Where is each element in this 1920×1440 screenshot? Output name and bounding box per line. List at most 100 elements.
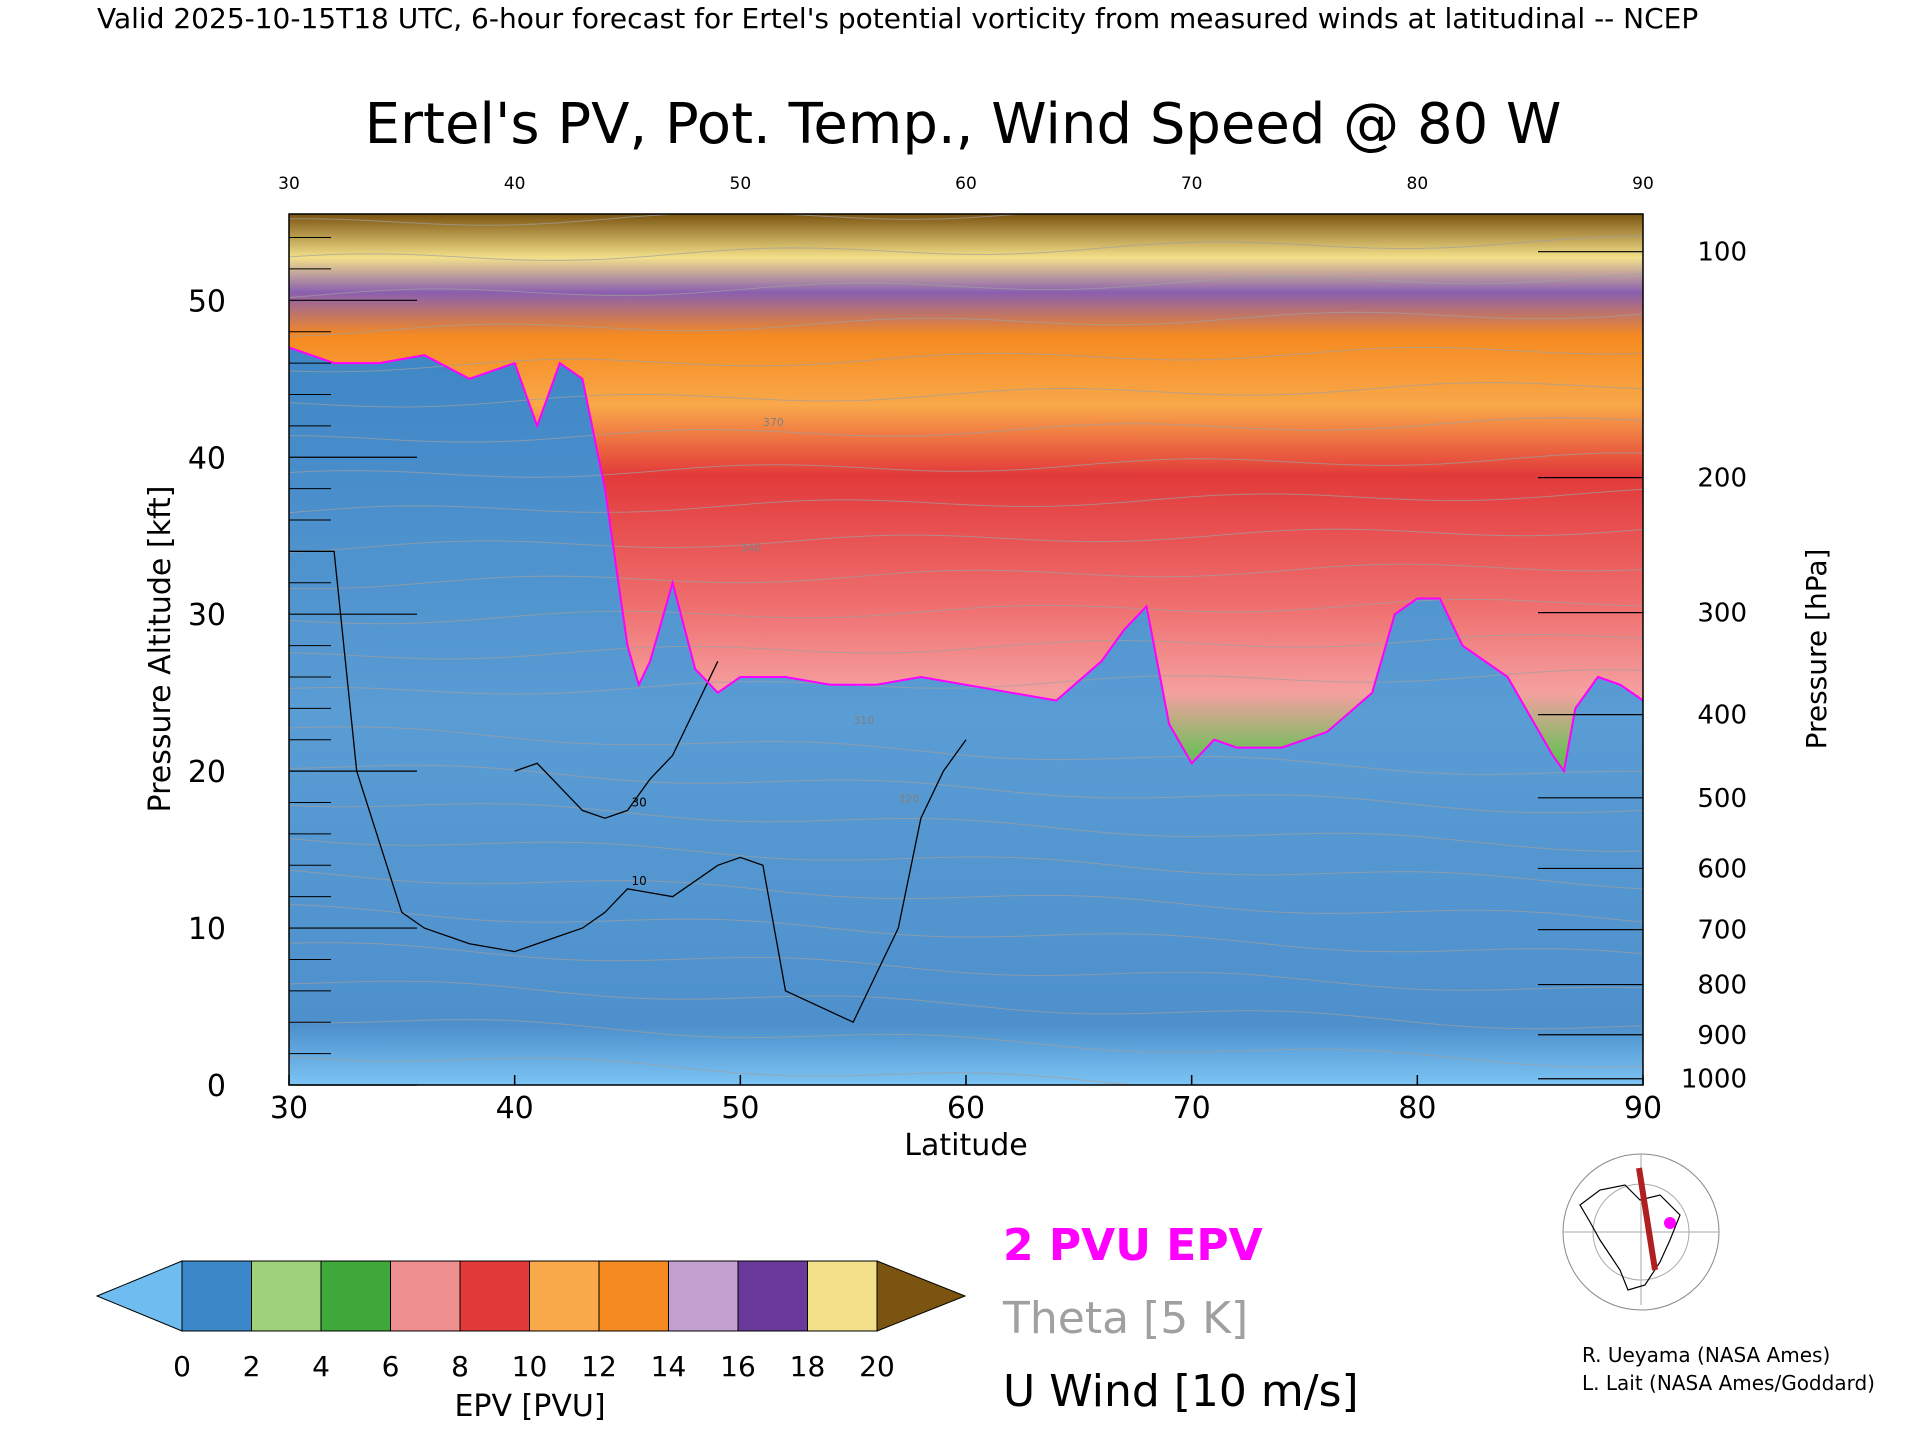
- u-wind-contours: 10 30: [289, 550, 967, 1024]
- colorbar-tick-label: 6: [382, 1350, 400, 1383]
- colorbar-tick-label: 12: [581, 1350, 617, 1383]
- theta-isentrope: [289, 726, 1643, 775]
- theta-isentrope: [289, 311, 1643, 337]
- theta-isentrope: [289, 382, 1643, 408]
- theta-isentrope: [289, 1055, 1138, 1085]
- theta-isentrope: [289, 904, 1643, 955]
- pressure-tick-label: 1000: [1681, 1065, 1747, 1095]
- u-wind-contour-30: [514, 661, 719, 819]
- theta-isentrope: [289, 346, 1643, 373]
- colorbar-tick-label: 14: [651, 1350, 687, 1383]
- plot-area: 310 320 340 370 10 30: [289, 214, 1643, 1085]
- u-wind-label: 30: [632, 795, 647, 809]
- theta-isentrope: [289, 869, 1643, 923]
- y-axis-ticks: 0 10 20 30 40 50: [188, 237, 417, 1104]
- theta-label: 310: [853, 714, 874, 727]
- colorbar-segment: [668, 1260, 739, 1332]
- theta-isentrope: [289, 942, 1643, 991]
- theta-isentrope: [289, 598, 1643, 625]
- pressure-tick-label: 200: [1697, 464, 1747, 494]
- x-tick-label: 80: [1398, 1091, 1436, 1126]
- theta-isentrope: [289, 980, 1643, 1030]
- x-axis-ticks: 30 30 40 40 50 50 60 60 70 70 80 80 90 90: [270, 174, 1662, 1126]
- y-tick-label: 10: [188, 912, 226, 947]
- colorbar-segment: [390, 1260, 461, 1332]
- colorbar-over-arrow: [876, 1260, 967, 1332]
- theta-isentrope: [289, 488, 1643, 514]
- y-tick-label: 30: [188, 598, 226, 633]
- colorbar: 0 2 4 6 8 10 12 14 16 18 20 EPV [PVU]: [95, 1260, 967, 1424]
- theta-isentrope: [289, 214, 1028, 226]
- legend-theta: Theta [5 K]: [1002, 1293, 1248, 1344]
- pressure-tick-label: 400: [1697, 701, 1747, 731]
- legend-pvu2: 2 PVU EPV: [1003, 1220, 1263, 1271]
- theta-label: 370: [763, 416, 784, 429]
- theta-isentrope: [289, 764, 1643, 814]
- x-tick-label: 70: [1173, 1091, 1211, 1126]
- theta-isentrope: [289, 452, 1643, 478]
- x-top-tick-label: 70: [1181, 174, 1203, 194]
- credit-line-2: L. Lait (NASA Ames/Goddard): [1582, 1371, 1875, 1395]
- theta-isentrope: [289, 273, 1643, 298]
- pressure-tick-label: 300: [1697, 599, 1747, 629]
- theta-isentrope: [289, 669, 1643, 695]
- y-tick-label: 50: [188, 284, 226, 319]
- colorbar-tick-label: 18: [790, 1350, 826, 1383]
- colorbar-segment: [251, 1260, 322, 1332]
- colorbar-segment: [459, 1260, 530, 1332]
- x-axis-label: Latitude: [904, 1128, 1027, 1163]
- theta-label: 320: [898, 793, 919, 806]
- x-top-tick-label: 30: [278, 174, 300, 194]
- theta-isentrope: [289, 528, 1643, 553]
- y-axis-label-left: Pressure Altitude [kft]: [143, 486, 178, 813]
- x-top-tick-label: 60: [955, 174, 977, 194]
- pressure-tick-label: 800: [1697, 971, 1747, 1001]
- colorbar-segment: [737, 1260, 808, 1332]
- x-top-tick-label: 40: [504, 174, 526, 194]
- colorbar-segments: [181, 1260, 878, 1332]
- y-tick-label: 20: [188, 755, 226, 790]
- x-top-tick-label: 90: [1632, 174, 1654, 194]
- locator-map: [1544, 1153, 1738, 1311]
- x-tick-label: 90: [1624, 1091, 1662, 1126]
- colorbar-under-arrow: [95, 1260, 183, 1332]
- colorbar-tick-label: 16: [720, 1350, 756, 1383]
- colorbar-tick-labels: 0 2 4 6 8 10 12 14 16 18 20: [173, 1350, 895, 1383]
- theta-isentrope: [289, 235, 1643, 261]
- pressure-axis-ticks: 100 200 300 400 500 600 700 800 900 1000: [1538, 238, 1747, 1095]
- x-tick-label: 50: [721, 1091, 759, 1126]
- pressure-tick-label: 700: [1697, 916, 1747, 946]
- colorbar-tick-label: 8: [451, 1350, 469, 1383]
- colorbar-segment: [529, 1260, 600, 1332]
- y-tick-label: 0: [207, 1069, 226, 1104]
- colorbar-tick-label: 10: [512, 1350, 548, 1383]
- colorbar-tick-label: 2: [243, 1350, 261, 1383]
- colorbar-segment: [320, 1260, 391, 1332]
- cross-section-line: [1636, 1167, 1658, 1271]
- theta-isentrope: [289, 563, 1643, 590]
- y-tick-label: 40: [188, 441, 226, 476]
- theta-isentrope: [289, 417, 1643, 443]
- theta-isentrope: [289, 837, 1643, 890]
- credit-line-1: R. Ueyama (NASA Ames): [1582, 1343, 1830, 1367]
- troposphere-fill: [289, 347, 1643, 1085]
- colorbar-tick-label: 4: [312, 1350, 330, 1383]
- theta-isentrope: [289, 1019, 1643, 1068]
- colorbar-tick-label: 20: [859, 1350, 895, 1383]
- colorbar-title: EPV [PVU]: [454, 1389, 605, 1424]
- u-wind-contour-10: [289, 550, 967, 1024]
- x-tick-label: 60: [947, 1091, 985, 1126]
- pressure-tick-label: 900: [1697, 1021, 1747, 1051]
- colorbar-segment: [807, 1260, 878, 1332]
- y-axis-label-right: Pressure [hPa]: [1800, 549, 1833, 750]
- colorbar-segment: [181, 1260, 252, 1332]
- theta-isentropes: 310 320 340 370: [289, 214, 1643, 1085]
- x-tick-label: 30: [270, 1091, 308, 1126]
- pvu2-tropopause-line: [289, 346, 1643, 774]
- pressure-tick-label: 500: [1697, 784, 1747, 814]
- theta-isentrope: [289, 634, 1643, 660]
- colorbar-tick-label: 0: [173, 1350, 191, 1383]
- pressure-tick-label: 600: [1697, 854, 1747, 884]
- pressure-tick-label: 100: [1697, 238, 1747, 268]
